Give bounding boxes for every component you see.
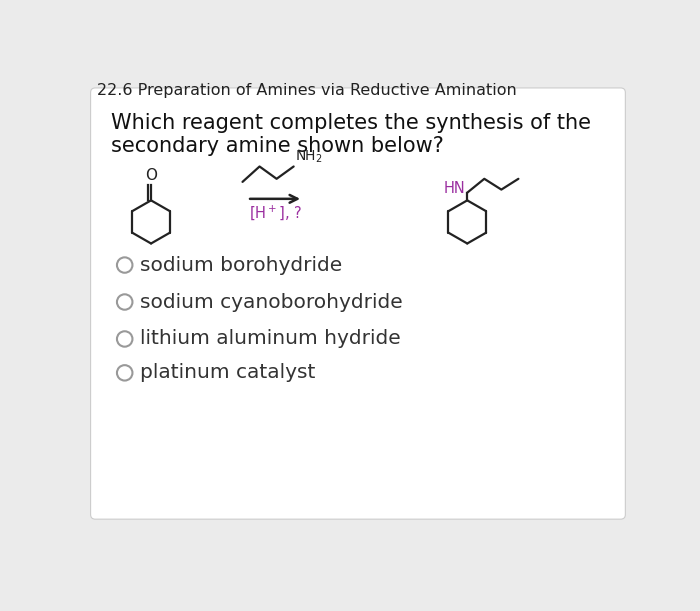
Text: sodium borohydride: sodium borohydride (140, 255, 342, 274)
Circle shape (117, 331, 132, 346)
Text: NH$_2$: NH$_2$ (295, 148, 323, 165)
Text: lithium aluminum hydride: lithium aluminum hydride (140, 329, 401, 348)
Circle shape (117, 257, 132, 273)
Text: secondary amine shown below?: secondary amine shown below? (111, 136, 444, 156)
Text: sodium cyanoborohydride: sodium cyanoborohydride (140, 293, 403, 312)
Circle shape (117, 295, 132, 310)
Text: [H$^+$], ?: [H$^+$], ? (248, 203, 302, 222)
Text: 22.6 Preparation of Amines via Reductive Amination: 22.6 Preparation of Amines via Reductive… (97, 83, 517, 98)
Text: O: O (145, 167, 157, 183)
Text: HN: HN (444, 181, 466, 196)
Circle shape (117, 365, 132, 381)
Text: platinum catalyst: platinum catalyst (140, 364, 316, 382)
FancyBboxPatch shape (90, 88, 625, 519)
Text: Which reagent completes the synthesis of the: Which reagent completes the synthesis of… (111, 112, 591, 133)
